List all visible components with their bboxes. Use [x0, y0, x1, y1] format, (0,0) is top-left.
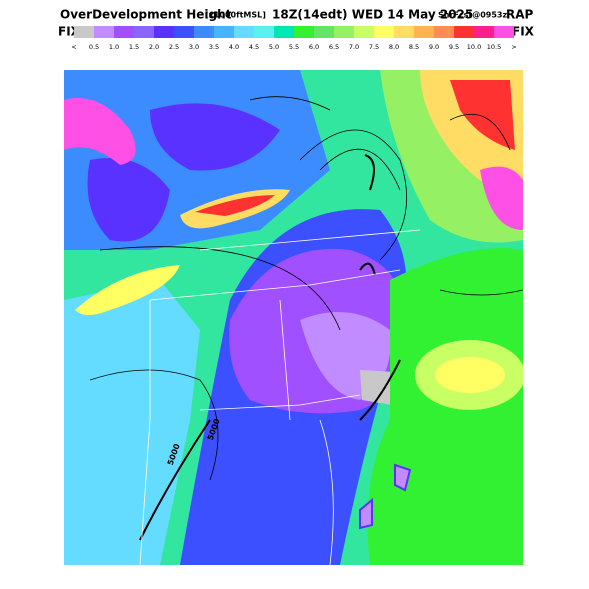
colorbar-label: 9.0 [429, 43, 439, 51]
colorbar-swatch [334, 26, 354, 38]
units: [x1000ftMSL] [205, 11, 266, 20]
colorbar-swatch [494, 26, 514, 38]
colorbar-swatch [394, 26, 414, 38]
colorbar-swatch [194, 26, 214, 38]
colorbar-label: 2.5 [169, 43, 179, 51]
colorbar-label: 2.0 [149, 43, 159, 51]
colorbar-swatch [214, 26, 234, 38]
colorbar-label: 10.0 [467, 43, 481, 51]
colorbar-swatch [434, 26, 454, 38]
colorbar-label: 9.5 [449, 43, 459, 51]
colorbar-swatch [254, 26, 274, 38]
colorbar-swatch [134, 26, 154, 38]
colorbar-label: 8.5 [409, 43, 419, 51]
colorbar-swatch [314, 26, 334, 38]
colorbar-label: 3.0 [189, 43, 199, 51]
colorbar-swatch [74, 26, 94, 38]
map: 5000 5000 [64, 70, 523, 565]
colorbar-swatch [274, 26, 294, 38]
colorbar-swatch [294, 26, 314, 38]
colorbar-label: 6.0 [309, 43, 319, 51]
colorbar-label: < [71, 43, 76, 51]
colorbar-swatch [154, 26, 174, 38]
colorbar: <0.5 1.0 1.5 2.0 2.5 3.0 3.5 4.0 4.5 5.0 5.5 6.0 6.5… [71, 26, 517, 51]
colorbar-swatch [474, 26, 494, 38]
colorbar-label: 6.5 [329, 43, 339, 51]
forecast-time: ShrFcst@0953z [438, 11, 507, 20]
colorbar-label: 1.0 [109, 43, 119, 51]
colorbar-label: 4.5 [249, 43, 259, 51]
colorbar-label: 0.5 [89, 43, 99, 51]
product-title: OverDevelopment Height [60, 8, 232, 22]
colorbar-swatch [174, 26, 194, 38]
colorbar-label: 7.5 [369, 43, 379, 51]
colorbar-label: 10.5 [487, 43, 501, 51]
colorbar-label: 7.0 [349, 43, 359, 51]
colorbar-label: 4.0 [229, 43, 239, 51]
model: RAP [506, 8, 534, 22]
colorbar-label: 8.0 [389, 43, 399, 51]
colorbar-swatch [354, 26, 374, 38]
colorbar-label: 1.5 [129, 43, 139, 51]
colorbar-swatch [94, 26, 114, 38]
fix-right: FIX [512, 25, 535, 39]
colorbar-label: 5.5 [289, 43, 299, 51]
colorbar-swatch [374, 26, 394, 38]
colorbar-label: > [511, 43, 516, 51]
colorbar-label: 5.0 [269, 43, 279, 51]
colorbar-swatch [234, 26, 254, 38]
valid-time: 18Z(14edt) WED 14 May 2025 [272, 8, 473, 22]
colorbar-label: 3.5 [209, 43, 219, 51]
colorbar-swatch [114, 26, 134, 38]
colorbar-swatch [454, 26, 474, 38]
colorbar-swatch [414, 26, 434, 38]
